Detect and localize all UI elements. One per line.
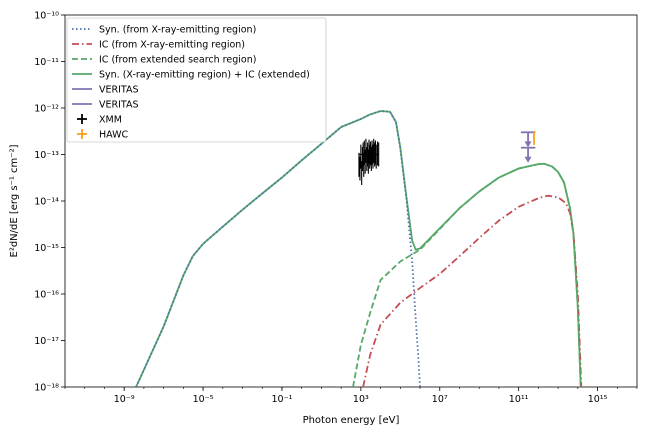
legend-label-1: IC (from X-ray-emitting region) xyxy=(99,40,245,51)
y-tick-label-7: 10⁻¹¹ xyxy=(34,57,59,68)
y-axis-label: E²dN/dE [erg s⁻¹ cm⁻²] xyxy=(9,144,20,257)
legend-label-6: XMM xyxy=(99,115,122,126)
legend-label-0: Syn. (from X-ray-emitting region) xyxy=(99,25,256,36)
y-tick-label-8: 10⁻¹⁰ xyxy=(34,11,59,22)
x-tick-label-5: 10¹¹ xyxy=(509,394,529,405)
legend-box xyxy=(66,17,327,143)
y-tick-label-0: 10⁻¹⁸ xyxy=(34,383,59,394)
x-axis-label: Photon energy [eV] xyxy=(303,415,400,426)
x-tick-label-0: 10⁻⁹ xyxy=(114,394,135,405)
y-tick-label-4: 10⁻¹⁴ xyxy=(34,197,59,208)
legend: Syn. (from X-ray-emitting region) IC (fro… xyxy=(66,17,327,143)
x-tick-label-1: 10⁻⁵ xyxy=(193,394,214,405)
y-tick-label-6: 10⁻¹² xyxy=(34,104,59,115)
y-tick-label-2: 10⁻¹⁶ xyxy=(34,290,59,301)
y-tick-label-3: 10⁻¹⁵ xyxy=(34,243,59,254)
x-tick-label-3: 10³ xyxy=(353,394,369,405)
x-tick-label-4: 10⁷ xyxy=(432,394,448,405)
x-tick-label-2: 10⁻¹ xyxy=(272,394,293,405)
series-line-0 xyxy=(135,110,421,387)
x-axis-ticks: 10⁻⁹ 10⁻⁵ 10⁻¹ 10³ 10⁷ 10¹¹ 10¹⁵ xyxy=(64,387,638,405)
veritas-ul-arrow-0 xyxy=(524,141,532,148)
series-line-1 xyxy=(362,194,583,387)
y-tick-label-5: 10⁻¹³ xyxy=(34,150,59,161)
data-markers xyxy=(358,131,536,186)
legend-label-4: VERITAS xyxy=(99,85,139,96)
legend-label-3: Syn. (X-ray-emitting region) + IC (exten… xyxy=(99,70,310,81)
legend-label-2: IC (from extended search region) xyxy=(99,55,256,66)
y-tick-label-1: 10⁻¹⁷ xyxy=(34,336,59,347)
veritas-ul-arrow-1 xyxy=(524,156,532,163)
legend-label-7: HAWC xyxy=(99,130,129,141)
series-curves xyxy=(135,110,583,387)
x-tick-label-6: 10¹⁵ xyxy=(588,394,608,405)
y-axis-ticks: 10⁻¹⁸ 10⁻¹⁷ 10⁻¹⁶ 10⁻¹⁵ 10⁻¹⁴ 10⁻¹³ 10⁻¹² 10⁻¹¹… xyxy=(34,11,65,394)
legend-label-5: VERITAS xyxy=(99,100,139,111)
